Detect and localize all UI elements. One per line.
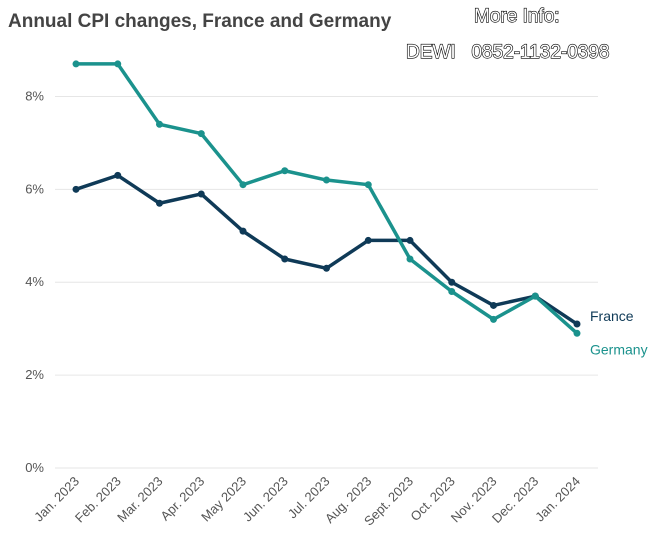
watermark: DEWI 0852-1132-0398	[406, 42, 610, 63]
y-tick-label: 6%	[25, 181, 44, 196]
data-point	[281, 167, 289, 175]
watermark: More Info:	[474, 6, 560, 27]
data-point	[531, 292, 539, 300]
data-point	[323, 176, 330, 184]
data-point	[364, 181, 372, 189]
x-tick-label: Mar. 2023	[114, 474, 165, 525]
data-point	[573, 320, 581, 328]
data-point	[72, 60, 80, 68]
data-point	[406, 236, 414, 244]
chart-title: Annual CPI changes, France and Germany	[8, 11, 392, 32]
series-label: France	[590, 308, 634, 324]
series-line	[75, 173, 578, 326]
data-point	[239, 227, 247, 235]
y-tick-label: 8%	[25, 88, 44, 103]
data-point	[573, 329, 581, 337]
series-label: Germany	[590, 341, 648, 357]
data-point	[448, 278, 456, 286]
data-point	[156, 199, 163, 207]
x-tick-label: Jun. 2023	[240, 474, 291, 525]
data-point	[448, 288, 456, 296]
data-point	[156, 120, 163, 128]
data-point	[490, 315, 497, 323]
data-point	[114, 171, 122, 179]
y-tick-label: 0%	[25, 460, 44, 475]
data-point	[72, 185, 80, 193]
data-point	[114, 60, 122, 68]
data-point	[281, 255, 289, 263]
data-point	[239, 181, 247, 189]
data-point	[490, 301, 497, 309]
x-tick-label: Jan. 2024	[532, 474, 583, 525]
y-tick-label: 2%	[25, 367, 44, 382]
y-tick-label: 4%	[25, 274, 44, 289]
data-point	[323, 264, 330, 272]
data-point	[364, 236, 372, 244]
data-point	[197, 130, 205, 138]
data-point	[406, 255, 414, 263]
data-point	[197, 190, 205, 198]
